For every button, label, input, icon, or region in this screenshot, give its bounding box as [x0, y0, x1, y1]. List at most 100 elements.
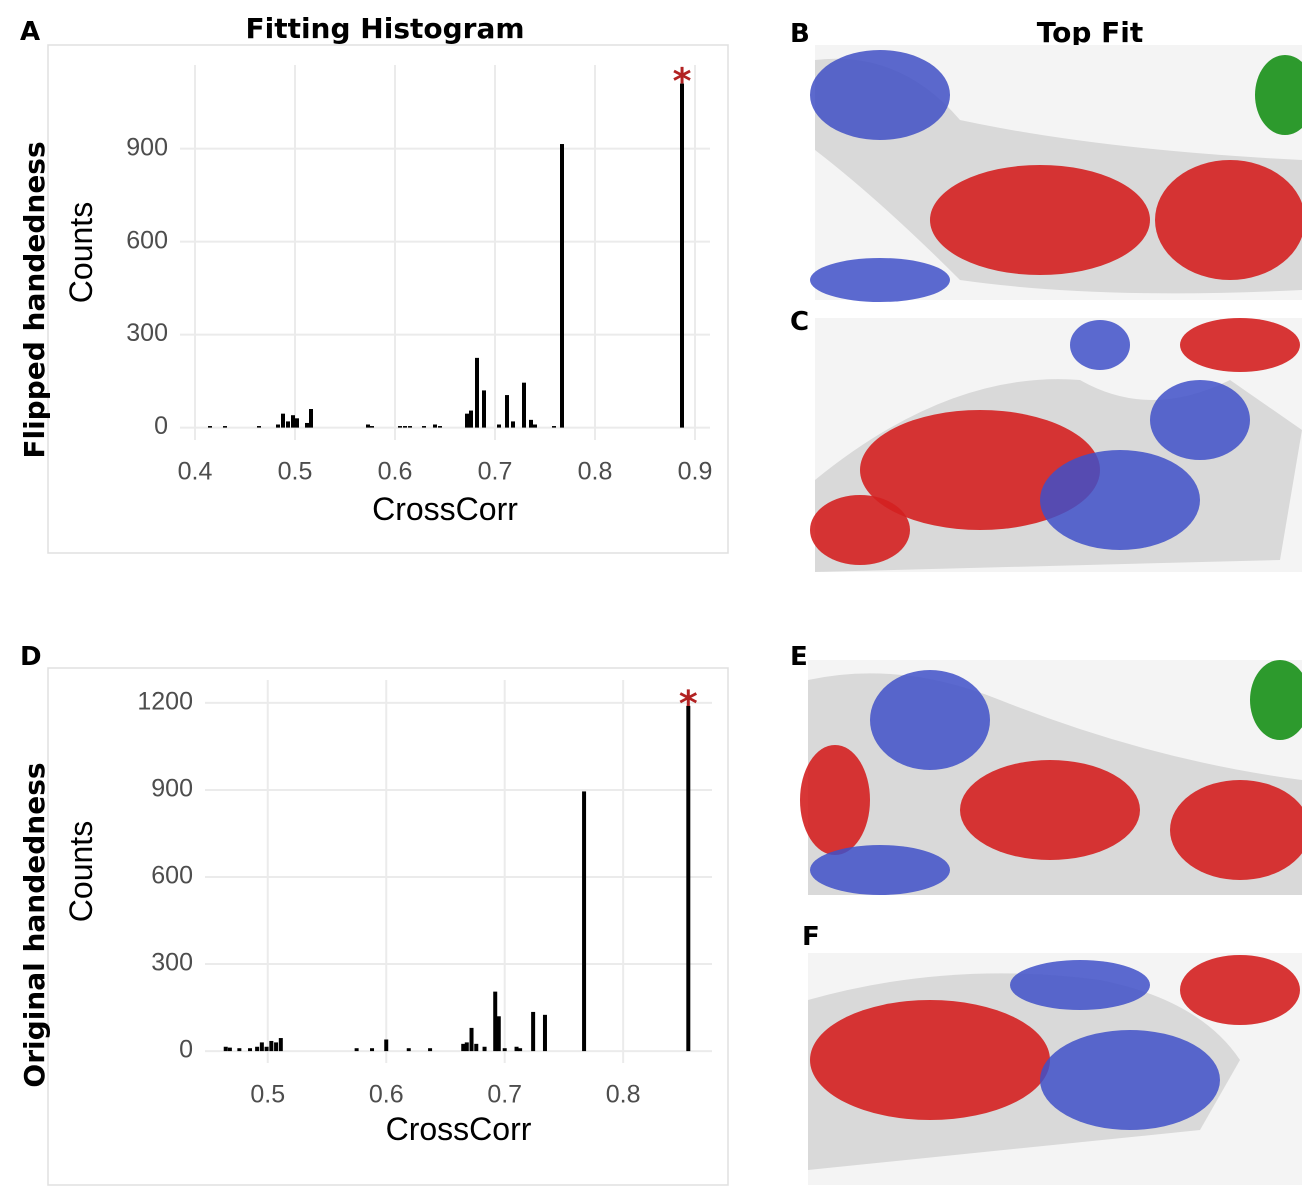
bar [257, 426, 261, 428]
bar [264, 1046, 269, 1052]
x-tick-label: 0.7 [487, 1081, 522, 1109]
bar [269, 1040, 274, 1052]
y-tick-label: 300 [126, 319, 168, 347]
structure-image [810, 318, 1302, 572]
bar [403, 426, 407, 428]
bar [482, 1046, 487, 1052]
y-tick-label: 0 [179, 1036, 193, 1064]
panel-letter: A [20, 17, 40, 47]
bar [286, 421, 290, 428]
x-tick-label: 0.6 [369, 1081, 404, 1109]
annotation: * [679, 684, 698, 725]
panel-letter: D [20, 642, 42, 672]
bar [398, 426, 402, 428]
bar [384, 1039, 389, 1052]
bar [248, 1048, 253, 1052]
panel-letter: E [790, 642, 808, 672]
bar [465, 413, 469, 428]
bar [223, 426, 227, 428]
panel-frame [47, 667, 729, 1186]
panel-frame [47, 44, 729, 554]
bar [533, 424, 537, 428]
bar [505, 395, 509, 428]
y-tick-label: 300 [151, 949, 193, 977]
bar [502, 1048, 507, 1052]
bar [366, 424, 370, 428]
bar [406, 1048, 411, 1052]
bar [560, 144, 564, 428]
y-tick-label: 0 [154, 412, 168, 440]
y-tick-label: 600 [126, 226, 168, 254]
structure-image [800, 660, 1302, 895]
heading: Top Fit [1037, 16, 1144, 49]
bar [370, 1048, 375, 1052]
bar [686, 705, 691, 1052]
bar [428, 1048, 433, 1052]
bar [464, 1042, 469, 1052]
y-tick-label: 900 [126, 133, 168, 161]
bar [370, 426, 374, 428]
bar [514, 1046, 519, 1052]
y-axis-title: Counts [63, 821, 99, 922]
bar [497, 424, 501, 428]
bar [281, 413, 285, 428]
x-tick-label: 0.9 [678, 458, 713, 486]
bar [482, 390, 486, 428]
bar [354, 1048, 359, 1052]
x-tick-label: 0.8 [606, 1081, 641, 1109]
bar [274, 1042, 279, 1052]
bar [438, 426, 442, 428]
bar [295, 418, 299, 428]
structure-image [808, 953, 1302, 1185]
bar [474, 1043, 479, 1052]
x-tick-label: 0.5 [278, 458, 313, 486]
panel-letter: C [790, 307, 809, 337]
panel-letter: F [802, 922, 820, 952]
bar [276, 424, 280, 428]
bar [305, 422, 309, 428]
bar [493, 991, 498, 1052]
x-axis-title: CrossCorr [386, 1111, 532, 1147]
y-tick-label: 600 [151, 862, 193, 890]
bar [522, 382, 526, 428]
annotation: * [673, 62, 692, 103]
x-tick-label: 0.5 [250, 1081, 285, 1109]
bar [227, 1047, 232, 1052]
panel-letter: B [790, 19, 810, 49]
bar [469, 410, 473, 428]
x-tick-label: 0.8 [578, 458, 613, 486]
x-axis-title: CrossCorr [372, 491, 518, 527]
x-tick-label: 0.4 [178, 458, 213, 486]
bar [529, 419, 533, 428]
bar [469, 1027, 474, 1052]
bar [433, 424, 437, 428]
bar [237, 1048, 242, 1052]
bar [496, 1016, 501, 1052]
bar [259, 1042, 264, 1052]
y-tick-label: 1200 [137, 688, 193, 716]
bar [291, 415, 295, 428]
heading: Fitting Histogram [245, 12, 524, 45]
bar [475, 357, 479, 428]
bar [461, 1043, 466, 1052]
bar [542, 1014, 547, 1052]
bar [422, 426, 426, 428]
bar [518, 1048, 523, 1052]
bar [278, 1038, 283, 1052]
bar [408, 426, 412, 428]
bar [255, 1046, 260, 1052]
bar [552, 426, 556, 428]
bar [582, 791, 587, 1052]
bar [223, 1046, 228, 1052]
y-tick-label: 900 [151, 775, 193, 803]
y-axis-title: Counts [63, 202, 99, 303]
bar [208, 426, 212, 428]
bar [531, 1011, 536, 1052]
row-label: Original handedness [18, 762, 51, 1087]
row-label: Flipped handedness [18, 141, 51, 458]
bar [511, 421, 515, 428]
x-tick-label: 0.7 [478, 458, 513, 486]
x-tick-label: 0.6 [378, 458, 413, 486]
structure-image [810, 45, 1302, 302]
